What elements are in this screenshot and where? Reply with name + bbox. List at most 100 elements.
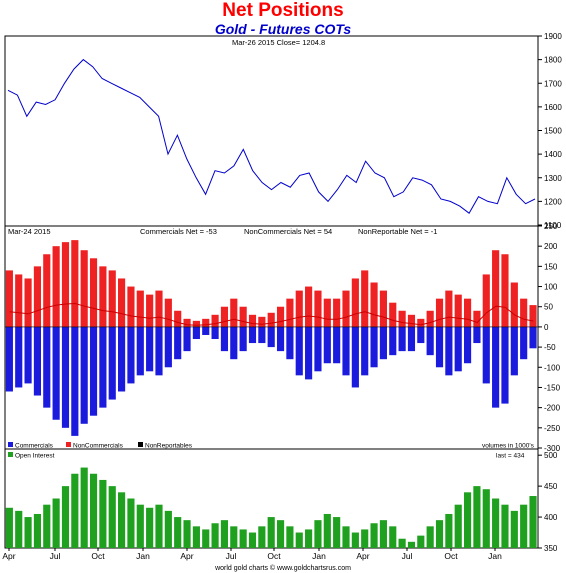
- commercials-bar: [492, 326, 500, 408]
- commercials-bar: [379, 326, 387, 360]
- open-interest-bar: [276, 520, 285, 548]
- y-tick-label: 1800: [544, 56, 562, 65]
- noncommercials-bar: [435, 298, 444, 327]
- commercials-bar: [80, 326, 88, 424]
- open-interest-bar: [24, 517, 32, 548]
- noncommercials-bar: [379, 290, 387, 327]
- y-tick-label: 1900: [544, 32, 562, 41]
- commercials-bar: [174, 326, 182, 360]
- noncommercials-bar: [71, 240, 79, 327]
- noncommercials-bar: [473, 310, 481, 327]
- commercials-bar: [258, 326, 266, 344]
- noncommercials-bar: [370, 282, 378, 327]
- commercials-bar: [61, 326, 70, 428]
- open-interest-bar: [520, 504, 528, 548]
- noncommercials-bar: [258, 316, 266, 327]
- open-interest-bar: [258, 526, 266, 548]
- open-interest-bar: [305, 529, 313, 548]
- noncommercials-bar: [333, 298, 341, 327]
- commercials-bar: [295, 326, 303, 376]
- open-interest-bar: [407, 541, 416, 548]
- commercials-bar: [370, 326, 378, 368]
- open-interest-bar: [351, 532, 359, 548]
- commercials-bar: [417, 326, 425, 344]
- commercials-bar: [136, 326, 144, 376]
- noncommercials-bar: [398, 310, 406, 327]
- y-tick-label: 1300: [544, 174, 562, 183]
- open-interest-bar: [398, 538, 406, 548]
- open-interest-bar: [192, 526, 200, 548]
- open-interest-bar: [248, 532, 257, 548]
- noncommercials-bar: [342, 290, 350, 327]
- volume-note: volumes in 1000's: [482, 443, 535, 450]
- noncommercials-bar: [33, 266, 42, 327]
- y-tick-label: 200: [544, 242, 558, 251]
- noncommercials-bar: [463, 298, 472, 327]
- commercials-bar: [146, 326, 154, 372]
- noncommercials-bar: [276, 306, 285, 327]
- y-tick-label: 150: [544, 262, 558, 271]
- noncommercials-bar: [510, 282, 518, 327]
- open-interest-bar: [52, 498, 60, 548]
- noncommercials-bar: [351, 278, 359, 327]
- y-tick-label: 100: [544, 283, 558, 292]
- commercials-bar: [520, 326, 528, 360]
- y-tick-label: 350: [544, 544, 558, 553]
- x-tick-label: Jan: [136, 551, 150, 561]
- x-tick-label: Jan: [488, 551, 502, 561]
- noncommercials-bar: [43, 254, 51, 327]
- noncommercials-bar: [183, 318, 191, 327]
- x-tick-label: Oct: [91, 551, 105, 561]
- noncommercials-bar: [267, 312, 275, 327]
- commercials-bar: [15, 326, 23, 388]
- noncommercials-bar: [127, 286, 135, 327]
- open-interest-bar: [43, 504, 51, 548]
- open-interest-bar: [379, 520, 387, 548]
- open-interest-bar: [370, 523, 378, 548]
- open-interest-bar: [463, 492, 472, 548]
- open-interest-bar: [501, 504, 509, 548]
- noncommercials-bar: [501, 254, 509, 327]
- commercials-bar: [314, 326, 322, 372]
- noncommercials-bar: [314, 290, 322, 327]
- noncommercials-average-line: [9, 302, 534, 326]
- noncommercials-bar: [89, 258, 98, 327]
- commercials-bar: [510, 326, 518, 376]
- commercials-bar: [71, 326, 79, 436]
- commercials-bar: [43, 326, 51, 408]
- commercials-bar: [454, 326, 462, 372]
- noncommercials-bar: [239, 306, 247, 327]
- noncommercials-bar: [136, 290, 144, 327]
- open-interest-bar: [183, 520, 191, 548]
- commercials-bar: [501, 326, 509, 404]
- noncommercials-bar: [248, 314, 257, 327]
- noncommercials-bar: [99, 266, 107, 327]
- open-interest-bar: [118, 492, 126, 548]
- commercials-bar: [220, 326, 229, 352]
- commercials-bar: [24, 326, 32, 384]
- x-tick-label: Apr: [2, 551, 15, 561]
- open-interest-bar: [61, 486, 70, 548]
- open-interest-bar: [333, 517, 341, 548]
- commercials-bar: [89, 326, 98, 416]
- legend-label: NonReportables: [145, 443, 193, 450]
- commercials-bar: [239, 326, 247, 352]
- open-interest-bar: [454, 504, 462, 548]
- commercials-bar: [52, 326, 60, 420]
- open-interest-bar: [342, 526, 350, 548]
- commercials-bar: [202, 326, 210, 335]
- nonreportable-net-label: NonReportable Net = -1: [358, 227, 437, 236]
- noncommercials-bar: [5, 270, 13, 327]
- y-tick-label: -50: [544, 343, 556, 352]
- open-interest-bar: [361, 529, 369, 548]
- noncommercials-bar: [164, 298, 172, 327]
- noncommercials-bar: [155, 290, 163, 327]
- noncommercials-bar: [192, 320, 200, 327]
- open-interest-bar: [99, 479, 107, 548]
- open-interest-bar: [314, 520, 322, 548]
- last-value-label: last = 434: [496, 453, 525, 460]
- y-tick-label: 1700: [544, 79, 562, 88]
- noncommercials-bar: [305, 286, 313, 327]
- y-tick-label: 0: [544, 323, 549, 332]
